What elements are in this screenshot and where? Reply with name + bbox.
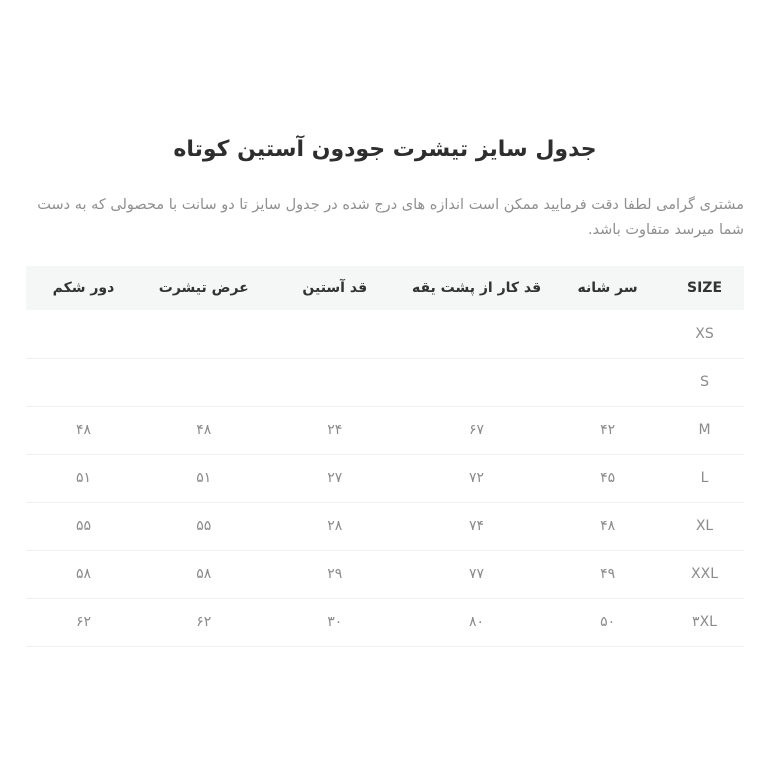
table-row: XS <box>26 310 744 359</box>
table-row: XL ۴۸ ۷۴ ۲۸ ۵۵ ۵۵ <box>26 502 744 551</box>
table-cell-sleeve-length <box>266 358 403 407</box>
table-cell-shirt-width <box>140 310 267 359</box>
table-cell-sleeve-length: ۲۷ <box>266 454 403 503</box>
table-row: ۳XL ۵۰ ۸۰ ۳۰ ۶۲ ۶۲ <box>26 598 744 647</box>
size-chart-section: جدول سایز تیشرت جودون آستین کوتاه مشتری … <box>26 0 744 647</box>
size-table-body: XS S M ۴۲ ۶۷ ۲۴ ۴۸ ۴۸ L ۴۵ ۷۲ ۲۷ ۵۱ ۵۱ XL ۴۸ ۷۴ ۲۸ ۵۵ ۵۵ XXL… <box>26 310 744 647</box>
table-cell-shoulder <box>550 310 666 359</box>
table-cell-shirt-width <box>140 358 267 407</box>
size-chart-disclaimer: مشتری گرامی لطفا دقت فرمایید ممکن است ان… <box>37 197 744 238</box>
table-cell-back-length: ۷۴ <box>402 502 551 551</box>
header-cell-belly-round: دور شکم <box>26 266 141 310</box>
table-header-row: SIZE سر شانه قد کار از پشت یقه قد آستین … <box>26 266 744 310</box>
table-cell-size: L <box>665 454 744 503</box>
header-cell-size: SIZE <box>665 266 744 310</box>
table-cell-sleeve-length: ۲۹ <box>266 550 403 599</box>
table-row: M ۴۲ ۶۷ ۲۴ ۴۸ ۴۸ <box>26 406 744 455</box>
table-cell-belly-round: ۵۱ <box>26 454 141 503</box>
table-cell-back-length <box>402 358 551 407</box>
table-cell-back-length <box>402 310 551 359</box>
table-cell-size: XXL <box>665 550 744 599</box>
header-cell-sleeve-length: قد آستین <box>266 266 403 310</box>
table-cell-shoulder: ۴۲ <box>550 406 666 455</box>
table-cell-size: XL <box>665 502 744 551</box>
size-table: SIZE سر شانه قد کار از پشت یقه قد آستین … <box>26 266 744 647</box>
size-table-header: SIZE سر شانه قد کار از پشت یقه قد آستین … <box>26 266 744 310</box>
table-cell-size: XS <box>665 310 744 359</box>
table-cell-belly-round: ۵۵ <box>26 502 141 551</box>
table-row: S <box>26 358 744 407</box>
table-cell-size: S <box>665 358 744 407</box>
table-cell-shirt-width: ۵۱ <box>140 454 267 503</box>
table-cell-shirt-width: ۵۵ <box>140 502 267 551</box>
table-cell-belly-round <box>26 310 141 359</box>
table-cell-shoulder: ۵۰ <box>550 598 666 647</box>
table-cell-back-length: ۶۷ <box>402 406 551 455</box>
table-cell-back-length: ۷۷ <box>402 550 551 599</box>
table-cell-sleeve-length: ۲۴ <box>266 406 403 455</box>
table-cell-back-length: ۸۰ <box>402 598 551 647</box>
page-title: جدول سایز تیشرت جودون آستین کوتاه <box>173 137 597 162</box>
table-cell-sleeve-length: ۲۸ <box>266 502 403 551</box>
table-cell-size: M <box>665 406 744 455</box>
table-cell-shoulder: ۴۹ <box>550 550 666 599</box>
table-cell-shirt-width: ۴۸ <box>140 406 267 455</box>
table-cell-sleeve-length: ۳۰ <box>266 598 403 647</box>
table-cell-back-length: ۷۲ <box>402 454 551 503</box>
table-cell-belly-round: ۶۲ <box>26 598 141 647</box>
header-cell-shirt-width: عرض تیشرت <box>140 266 267 310</box>
header-cell-shoulder: سر شانه <box>550 266 666 310</box>
table-cell-belly-round: ۴۸ <box>26 406 141 455</box>
table-cell-shirt-width: ۶۲ <box>140 598 267 647</box>
table-cell-shoulder: ۴۸ <box>550 502 666 551</box>
table-cell-belly-round: ۵۸ <box>26 550 141 599</box>
table-cell-belly-round <box>26 358 141 407</box>
table-cell-shoulder: ۴۵ <box>550 454 666 503</box>
header-cell-back-length: قد کار از پشت یقه <box>402 266 551 310</box>
table-cell-shirt-width: ۵۸ <box>140 550 267 599</box>
table-row: XXL ۴۹ ۷۷ ۲۹ ۵۸ ۵۸ <box>26 550 744 599</box>
table-cell-shoulder <box>550 358 666 407</box>
table-cell-sleeve-length <box>266 310 403 359</box>
table-row: L ۴۵ ۷۲ ۲۷ ۵۱ ۵۱ <box>26 454 744 503</box>
table-cell-size: ۳XL <box>665 598 744 647</box>
